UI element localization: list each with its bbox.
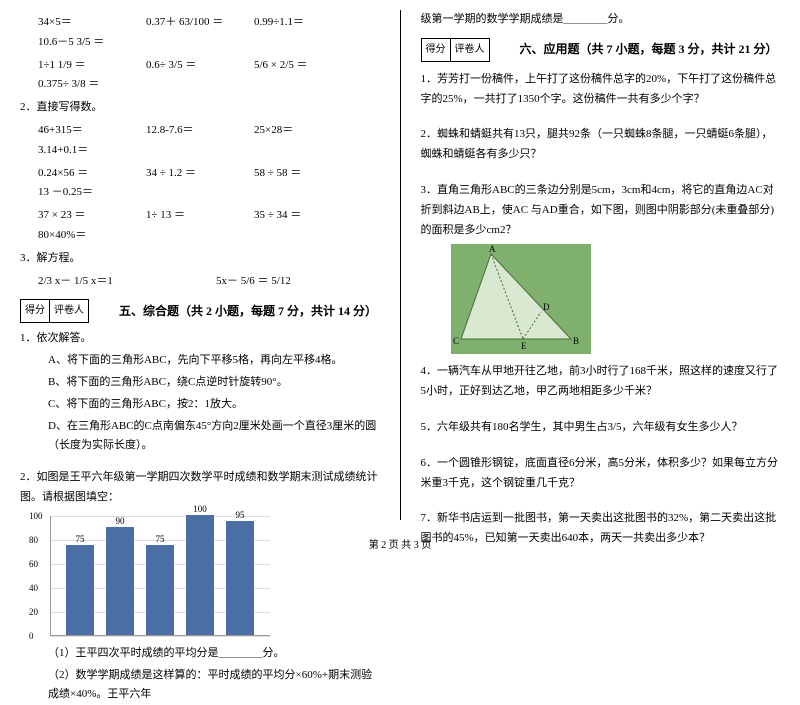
vertex-b: B	[573, 336, 579, 346]
eq: 0.24×56 ＝	[38, 164, 118, 184]
eq: 10.6－5 3/5 ＝	[38, 33, 118, 53]
score-box: 得分 评卷人	[20, 299, 89, 323]
q6-1: 1．芳芳打一份稿件，上午打了这份稿件总字的20%，下午打了这份稿件总字的25%，…	[421, 70, 781, 110]
eq: 0.37＋ 63/100 ＝	[146, 13, 226, 33]
q6-3: 3．直角三角形ABC的三条边分别是5cm，3cm和4cm，将它的直角边AC对折到…	[421, 181, 781, 240]
eq: 5/6 × 2/5 ＝	[254, 56, 334, 76]
q5-1c: C、将下面的三角形ABC，按2：1放大。	[48, 395, 380, 415]
section-6-header: 得分 评卷人 六、应用题（共 7 小题，每题 3 分，共计 21 分）	[421, 38, 781, 62]
q5-2-sub1: （1）王平四次平时成绩的平均分是＿＿＿＿分。	[48, 644, 380, 664]
eq: 34 ÷ 1.2 ＝	[146, 164, 226, 184]
eq: 0.6÷ 3/5 ＝	[146, 56, 226, 76]
section-6-title: 六、应用题（共 7 小题，每题 3 分，共计 21 分）	[520, 39, 778, 61]
q6-4: 4．一辆汽车从甲地开往乙地，前3小时行了168千米，照这样的速度又行了5小时，正…	[421, 362, 781, 402]
q6-6: 6．一个圆锥形钢锭，底面直径6分米，高5分米，体积多少？如果每立方分米重3千克，…	[421, 454, 781, 494]
triangle-figure: A C B D E	[451, 244, 591, 354]
eq: 34×5＝	[38, 13, 118, 33]
eq: 25×28＝	[254, 121, 334, 141]
right-column: 级第一学期的数学学期成绩是＿＿＿＿分。 得分 评卷人 六、应用题（共 7 小题，…	[421, 10, 781, 530]
eq-row-1: 34×5＝ 0.37＋ 63/100 ＝ 0.99÷1.1＝ 10.6－5 3/…	[38, 13, 380, 53]
eq: 0.375÷ 3/8 ＝	[38, 75, 118, 95]
vertex-c: C	[453, 336, 459, 346]
column-divider	[400, 10, 401, 520]
eq: 0.99÷1.1＝	[254, 13, 334, 33]
eq: 1÷ 13 ＝	[146, 206, 226, 226]
eq: 13 －0.25＝	[38, 183, 118, 203]
eq: 2/3 x－ 1/5 x＝1	[38, 272, 188, 292]
eq: 1÷1 1/9 ＝	[38, 56, 118, 76]
eq: 37 × 23 ＝	[38, 206, 118, 226]
q2-title: 2．直接写得数。	[20, 98, 380, 118]
bar-chart: 02040608010075907510095	[50, 516, 270, 636]
vertex-d: D	[543, 302, 550, 312]
continuation: 级第一学期的数学学期成绩是＿＿＿＿分。	[421, 10, 781, 30]
q6-5: 5．六年级共有180名学生，其中男生占3/5，六年级有女生多少人？	[421, 418, 781, 438]
q3-title: 3．解方程。	[20, 249, 380, 269]
grader-label: 评卷人	[451, 39, 489, 61]
q5-2-sub2: （2）数学学期成绩是这样算的：平时成绩的平均分×60%+期末测验成绩×40%。王…	[48, 666, 380, 705]
eq: 5x－ 5/6 ＝ 5/12	[216, 272, 296, 292]
q5-1: 1．依次解答。	[20, 329, 380, 349]
q2-row: 37 × 23 ＝ 1÷ 13 ＝ 35 ÷ 34 ＝ 80×40%＝	[38, 206, 380, 246]
q6-7: 7．新华书店运到一批图书，第一天卖出这批图书的32%，第二天卖出这批图书的45%…	[421, 509, 781, 549]
score-label: 得分	[422, 39, 451, 61]
section-5-title: 五、综合题（共 2 小题，每题 7 分，共计 14 分）	[119, 301, 377, 323]
q2-row: 0.24×56 ＝ 34 ÷ 1.2 ＝ 58 ÷ 58 ＝ 13 －0.25＝	[38, 164, 380, 204]
left-column: 34×5＝ 0.37＋ 63/100 ＝ 0.99÷1.1＝ 10.6－5 3/…	[20, 10, 380, 530]
vertex-a: A	[489, 244, 496, 254]
score-label: 得分	[21, 300, 50, 322]
q5-1a: A、将下面的三角形ABC，先向下平移5格，再向左平移4格。	[48, 351, 380, 371]
score-box: 得分 评卷人	[421, 38, 490, 62]
section-5-header: 得分 评卷人 五、综合题（共 2 小题，每题 7 分，共计 14 分）	[20, 299, 380, 323]
q3-row: 2/3 x－ 1/5 x＝1 5x－ 5/6 ＝ 5/12	[38, 272, 380, 292]
vertex-e: E	[521, 341, 527, 351]
eq: 58 ÷ 58 ＝	[254, 164, 334, 184]
q2-row: 46+315＝ 12.8-7.6＝ 25×28＝ 3.14+0.1＝	[38, 121, 380, 161]
q6-2: 2．蜘蛛和蜻蜓共有13只，腿共92条（一只蜘蛛8条腿，一只蜻蜓6条腿），蜘蛛和蜻…	[421, 125, 781, 165]
q5-1d: D、在三角形ABC的C点南偏东45°方向2厘米处画一个直径3厘米的圆（长度为实际…	[48, 417, 380, 457]
eq: 35 ÷ 34 ＝	[254, 206, 334, 226]
grader-label: 评卷人	[50, 300, 88, 322]
eq: 12.8-7.6＝	[146, 121, 226, 141]
eq-row-2: 1÷1 1/9 ＝ 0.6÷ 3/5 ＝ 5/6 × 2/5 ＝ 0.375÷ …	[38, 56, 380, 96]
eq: 46+315＝	[38, 121, 118, 141]
eq: 80×40%＝	[38, 226, 118, 246]
page-container: 34×5＝ 0.37＋ 63/100 ＝ 0.99÷1.1＝ 10.6－5 3/…	[20, 10, 780, 530]
triangle-svg: A C B D E	[451, 244, 591, 354]
eq: 3.14+0.1＝	[38, 141, 118, 161]
q5-1b: B、将下面的三角形ABC，绕C点逆时针旋转90°。	[48, 373, 380, 393]
